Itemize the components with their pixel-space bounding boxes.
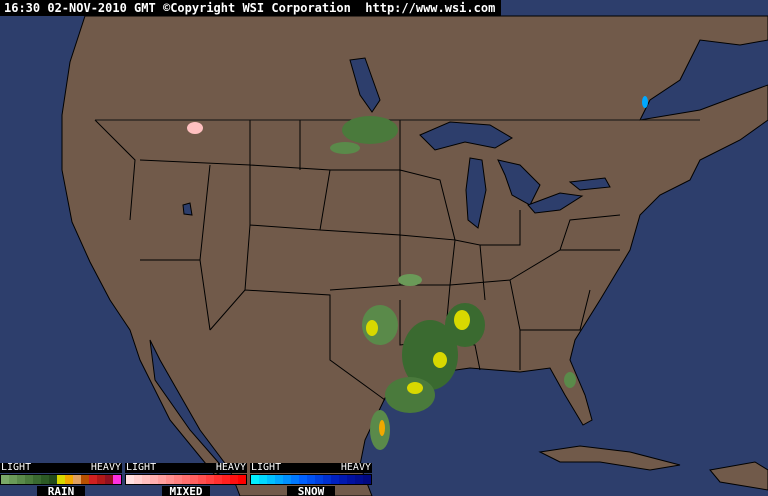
radar-rain-gulf [385, 377, 435, 413]
radar-rain-dakotas [342, 116, 398, 144]
legend-swatch [81, 475, 89, 484]
date-stamp: 02-NOV-2010 GMT [47, 1, 156, 15]
radar-heavy-gulf [407, 382, 423, 394]
legend-swatch [222, 475, 230, 484]
legend-swatch [1, 475, 9, 484]
legend-swatch [105, 475, 113, 484]
radar-heavy-coast [379, 420, 385, 436]
legend-heavy-label: HEAVY [340, 462, 371, 473]
radar-heavy-mississippi [454, 310, 470, 330]
lakes [182, 57, 611, 229]
legend-swatch [331, 475, 339, 484]
legend-swatch [267, 475, 275, 484]
legend-swatch [198, 475, 206, 484]
legend-light-label: LIGHT [126, 462, 157, 473]
cuba [538, 445, 681, 471]
legend-swatch [190, 475, 198, 484]
legend-swatch [291, 475, 299, 484]
legend-swatch [363, 475, 371, 484]
legend-swatch [97, 475, 105, 484]
legend-name: RAIN [37, 486, 85, 496]
legend-name: SNOW [287, 486, 335, 496]
legend-swatch [206, 475, 214, 484]
legend-swatch [33, 475, 41, 484]
legend-swatch [142, 475, 150, 484]
radar-rain-north [330, 142, 360, 154]
legend-name: MIXED [162, 486, 210, 496]
legend-snow: LIGHT HEAVY SNOW [250, 463, 372, 496]
url-text: http://www.wsi.com [365, 1, 496, 15]
north-america-land [61, 15, 768, 496]
legend-swatch [73, 475, 81, 484]
state-borders [94, 119, 700, 401]
legend-swatch [57, 475, 65, 484]
legend-swatch [355, 475, 363, 484]
caribbean-island [709, 461, 768, 491]
radar-echoes [187, 96, 648, 450]
legend-swatch [89, 475, 97, 484]
legend-swatch [65, 475, 73, 484]
legend-swatch [339, 475, 347, 484]
radar-rain-florida [564, 372, 576, 388]
time-stamp: 16:30 [4, 1, 41, 15]
radar-rain-oklahoma [398, 274, 422, 286]
legend-swatch [230, 475, 238, 484]
radar-snow-quebec [642, 96, 648, 108]
legend-swatch [275, 475, 283, 484]
legend-swatch [315, 475, 323, 484]
legend-color-bar [250, 474, 372, 485]
radar-heavy-louisiana [433, 352, 447, 368]
lake-michigan [465, 157, 487, 229]
lake-ontario [568, 177, 611, 191]
legend-swatch [299, 475, 307, 484]
radar-rain-louisiana [402, 320, 458, 390]
legend-swatch [251, 475, 259, 484]
lake-superior [419, 121, 513, 151]
legend-light-label: LIGHT [1, 462, 32, 473]
legend-swatch [25, 475, 33, 484]
legend-swatch [158, 475, 166, 484]
legend-swatch [283, 475, 291, 484]
legend-swatch [9, 475, 17, 484]
legend-rain: LIGHT HEAVY RAIN [0, 463, 122, 496]
legend-color-bar [125, 474, 247, 485]
legend-swatch [126, 475, 134, 484]
legend-heavy-label: HEAVY [90, 462, 121, 473]
legend-swatch [150, 475, 158, 484]
legend-swatch [17, 475, 25, 484]
legend-swatch [214, 475, 222, 484]
land [61, 15, 768, 496]
copyright: ©Copyright WSI Corporation [162, 1, 351, 15]
map-header: 16:30 02-NOV-2010 GMT ©Copyright WSI Cor… [0, 0, 501, 16]
legend-swatch [113, 475, 121, 484]
legend-swatch [174, 475, 182, 484]
legend-swatch [49, 475, 57, 484]
radar-mixed-montana [187, 122, 203, 134]
legend-swatch [347, 475, 355, 484]
legend-swatch [238, 475, 246, 484]
legend-light-label: LIGHT [251, 462, 282, 473]
legend-swatch [134, 475, 142, 484]
legend-color-bar [0, 474, 122, 485]
radar-heavy-texas [366, 320, 378, 336]
legend-swatch [307, 475, 315, 484]
lake-erie [527, 192, 584, 214]
legend-heavy-label: HEAVY [215, 462, 246, 473]
legend-swatch [41, 475, 49, 484]
legend-swatch [166, 475, 174, 484]
legend-swatch [323, 475, 331, 484]
legend-swatch [182, 475, 190, 484]
great-salt-lake [182, 202, 193, 216]
legend-mixed: LIGHT HEAVY MIXED [125, 463, 247, 496]
legend-swatch [259, 475, 267, 484]
lake-winnipeg [349, 57, 381, 113]
